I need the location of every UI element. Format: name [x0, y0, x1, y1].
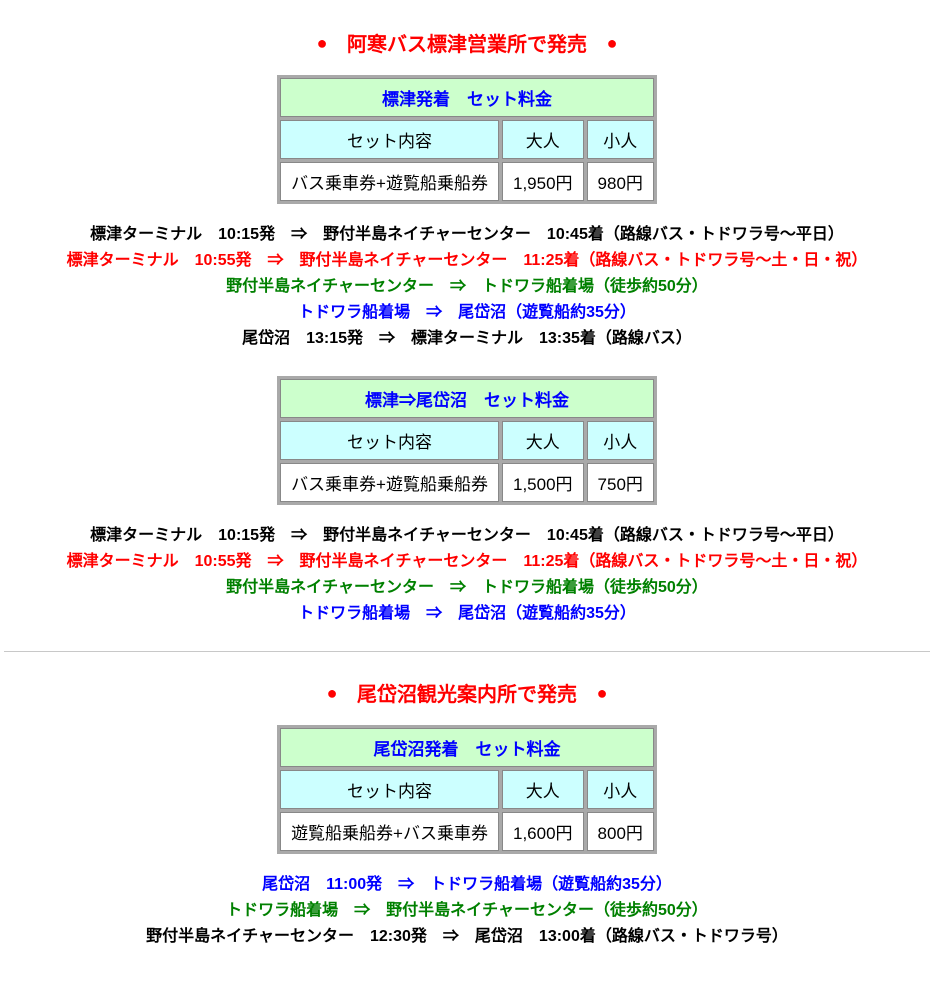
cell-content: 遊覧船乗船券+バス乗車券	[280, 812, 499, 851]
cell-price-adult: 1,600円	[502, 812, 584, 851]
section-1-title: 阿寒バス標津営業所で発売	[347, 34, 587, 56]
table-title: 尾岱沼発着 セット料金	[280, 728, 654, 767]
page-container: ● 阿寒バス標津営業所で発売 ● 標津発着 セット料金 セット内容 大人 小人 …	[0, 0, 934, 994]
table-title: 標津⇒尾岱沼 セット料金	[280, 379, 654, 418]
cell-price-adult: 1,500円	[502, 463, 584, 502]
cell-price-child: 750円	[587, 463, 654, 502]
cell-price-adult: 1,950円	[502, 162, 584, 201]
table-title: 標津発着 セット料金	[280, 78, 654, 117]
section-1-heading: ● 阿寒バス標津営業所で発売 ●	[0, 28, 934, 57]
schedule-line: 野付半島ネイチャーセンター ⇒ トドワラ船着場（徒歩約50分）	[0, 272, 934, 296]
bullet-icon: ●	[327, 683, 338, 703]
schedule-3: 尾岱沼 11:00発 ⇒ トドワラ船着場（遊覧船約35分） トドワラ船着場 ⇒ …	[0, 870, 934, 946]
col-header: 小人	[587, 120, 654, 159]
schedule-line: 尾岱沼 13:15発 ⇒ 標津ターミナル 13:35着（路線バス）	[0, 324, 934, 348]
col-header: 小人	[587, 770, 654, 809]
schedule-line: 野付半島ネイチャーセンター ⇒ トドワラ船着場（徒歩約50分）	[0, 573, 934, 597]
schedule-line: 標津ターミナル 10:15発 ⇒ 野付半島ネイチャーセンター 10:45着（路線…	[0, 220, 934, 244]
cell-price-child: 980円	[587, 162, 654, 201]
divider	[4, 651, 930, 652]
schedule-1: 標津ターミナル 10:15発 ⇒ 野付半島ネイチャーセンター 10:45着（路線…	[0, 220, 934, 348]
fare-table-2: 標津⇒尾岱沼 セット料金 セット内容 大人 小人 バス乗車券+遊覧船乗船券 1,…	[277, 376, 657, 505]
col-header: 大人	[502, 421, 584, 460]
schedule-line: 標津ターミナル 10:55発 ⇒ 野付半島ネイチャーセンター 11:25着（路線…	[0, 547, 934, 571]
cell-price-child: 800円	[587, 812, 654, 851]
schedule-line: トドワラ船着場 ⇒ 尾岱沼（遊覧船約35分）	[0, 298, 934, 322]
schedule-line: トドワラ船着場 ⇒ 尾岱沼（遊覧船約35分）	[0, 599, 934, 623]
schedule-line: 尾岱沼 11:00発 ⇒ トドワラ船着場（遊覧船約35分）	[0, 870, 934, 894]
bullet-icon: ●	[597, 683, 608, 703]
schedule-line: 標津ターミナル 10:55発 ⇒ 野付半島ネイチャーセンター 11:25着（路線…	[0, 246, 934, 270]
section-2-title: 尾岱沼観光案内所で発売	[357, 684, 577, 706]
schedule-2: 標津ターミナル 10:15発 ⇒ 野付半島ネイチャーセンター 10:45着（路線…	[0, 521, 934, 623]
bullet-icon: ●	[607, 33, 618, 53]
col-header: 小人	[587, 421, 654, 460]
col-header: 大人	[502, 770, 584, 809]
fare-table-3: 尾岱沼発着 セット料金 セット内容 大人 小人 遊覧船乗船券+バス乗車券 1,6…	[277, 725, 657, 854]
cell-content: バス乗車券+遊覧船乗船券	[280, 162, 499, 201]
cell-content: バス乗車券+遊覧船乗船券	[280, 463, 499, 502]
col-header: セット内容	[280, 770, 499, 809]
section-2-heading: ● 尾岱沼観光案内所で発売 ●	[0, 678, 934, 707]
schedule-line: 標津ターミナル 10:15発 ⇒ 野付半島ネイチャーセンター 10:45着（路線…	[0, 521, 934, 545]
fare-table-1: 標津発着 セット料金 セット内容 大人 小人 バス乗車券+遊覧船乗船券 1,95…	[277, 75, 657, 204]
col-header: セット内容	[280, 120, 499, 159]
schedule-line: 野付半島ネイチャーセンター 12:30発 ⇒ 尾岱沼 13:00着（路線バス・ト…	[0, 922, 934, 946]
col-header: 大人	[502, 120, 584, 159]
bullet-icon: ●	[317, 33, 328, 53]
schedule-line: トドワラ船着場 ⇒ 野付半島ネイチャーセンター（徒歩約50分）	[0, 896, 934, 920]
col-header: セット内容	[280, 421, 499, 460]
